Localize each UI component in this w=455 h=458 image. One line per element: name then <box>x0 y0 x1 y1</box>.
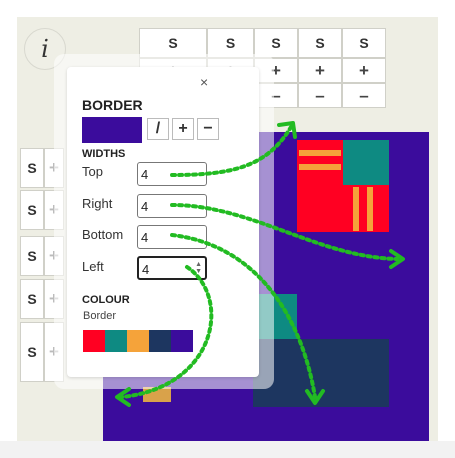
info-icon: i <box>41 35 49 63</box>
top-label: Top <box>82 164 103 179</box>
top-width-input[interactable]: 4 <box>137 162 207 186</box>
palette-swatch-purple[interactable] <box>171 330 193 352</box>
orange-stripe <box>353 187 359 231</box>
layout-editor: i S S S S S + + + + + – – – S S S S S + … <box>17 17 438 441</box>
palette-swatch-teal[interactable] <box>105 330 127 352</box>
widths-heading: WIDTHS <box>82 148 126 160</box>
spinner-icon[interactable]: ▲ ▼ <box>195 261 202 275</box>
column-remove-button-4[interactable]: – <box>298 83 342 108</box>
info-button[interactable]: i <box>24 28 66 70</box>
border-colour-swatch[interactable] <box>82 117 142 143</box>
row-header-4[interactable]: S <box>20 279 44 319</box>
teal-block[interactable] <box>343 140 389 185</box>
right-label: Right <box>82 196 113 211</box>
bottom-width-input[interactable]: 4 <box>137 225 207 249</box>
palette-swatch-orange[interactable] <box>127 330 149 352</box>
colour-sublabel: Border <box>83 310 117 322</box>
add-button[interactable]: + <box>172 118 194 140</box>
bottom-strip <box>0 441 455 458</box>
left-width-input[interactable]: 4 ▲ ▼ <box>137 256 207 280</box>
row-header-3[interactable]: S <box>20 236 44 276</box>
panel-title: BORDER <box>82 97 143 113</box>
bottom-label: Bottom <box>82 227 124 242</box>
pencil-icon[interactable]: / <box>147 118 169 140</box>
right-width-input[interactable]: 4 <box>137 194 207 218</box>
column-add-button-4[interactable]: + <box>298 58 342 83</box>
column-header-3[interactable]: S <box>254 28 298 58</box>
left-width-value: 4 <box>142 262 150 277</box>
orange-stripe <box>299 150 341 156</box>
column-add-button-5[interactable]: + <box>342 58 386 83</box>
remove-button[interactable]: − <box>197 118 219 140</box>
colour-heading: COLOUR <box>82 294 130 306</box>
orange-stripe <box>299 164 341 170</box>
column-header-2[interactable]: S <box>207 28 254 58</box>
row-header-1[interactable]: S <box>20 148 44 188</box>
palette-swatch-red[interactable] <box>83 330 105 352</box>
orange-stripe <box>367 187 373 231</box>
left-label: Left <box>82 259 104 274</box>
row-header-2[interactable]: S <box>20 190 44 230</box>
row-header-5[interactable]: S <box>20 322 44 382</box>
column-remove-button-5[interactable]: – <box>342 83 386 108</box>
close-icon[interactable]: × <box>200 74 209 90</box>
orange-block <box>143 387 171 402</box>
palette-swatch-navy[interactable] <box>149 330 171 352</box>
column-header-4[interactable]: S <box>298 28 342 58</box>
column-header-5[interactable]: S <box>342 28 386 58</box>
